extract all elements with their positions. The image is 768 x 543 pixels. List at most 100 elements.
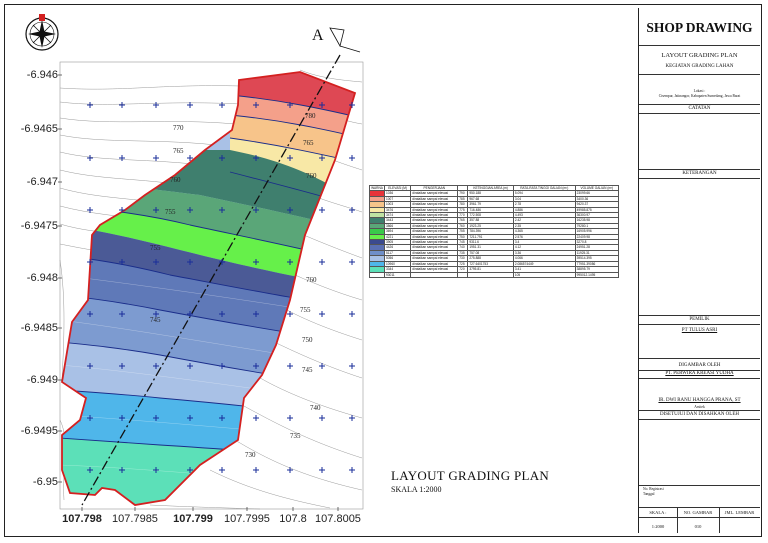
grid-cross-marker <box>119 311 125 317</box>
contour-label: 765 <box>303 139 314 147</box>
grid-cross-marker <box>187 467 193 473</box>
grid-cross-marker <box>153 415 159 421</box>
y-tick-label: -6.946 <box>26 69 58 81</box>
disetujui-heading: DISETUJUI DAN DISAHKAN OLEH <box>659 412 740 417</box>
tanggal-label: Tanggal <box>643 492 655 496</box>
y-tick-label: -6.9465 <box>20 123 58 135</box>
legend-cell-elev: 93011 <box>383 271 412 278</box>
x-tick-label: 107.7985 <box>112 513 158 525</box>
x-tick-label: 107.8 <box>279 513 307 525</box>
legend-cell-area <box>467 271 514 278</box>
grid-cross-marker <box>187 102 193 108</box>
grid-cross-marker <box>119 155 125 161</box>
grid-cross-marker <box>87 363 93 369</box>
grid-cross-marker <box>253 467 259 473</box>
contour-label: 760 <box>170 176 181 184</box>
lokasi-label: Lokasi : <box>693 89 706 93</box>
section-marker-label: A <box>312 27 324 44</box>
drawing-frame <box>4 4 762 537</box>
pemilik-heading: PEMILIK <box>689 317 710 322</box>
drafter-name: IR. DWI RANU HANGGA PRANA, ST <box>658 398 741 403</box>
grid-cross-marker <box>319 207 325 213</box>
grid-markers <box>87 102 355 473</box>
grid-cross-marker <box>219 363 225 369</box>
grid-cross-marker <box>87 259 93 265</box>
grid-cross-marker <box>187 363 193 369</box>
contour-label: 755 <box>300 306 311 314</box>
legend-header: VOLUME GALIAN (m³) <box>574 184 620 192</box>
y-tick-label: -6.9495 <box>20 425 58 437</box>
grid-cross-marker <box>219 311 225 317</box>
skala-label: SKALA : <box>649 510 667 515</box>
grid-cross-marker <box>187 415 193 421</box>
section-arrow <box>329 27 345 48</box>
site-boundary <box>61 71 357 506</box>
grid-cross-marker <box>87 467 93 473</box>
kegiatan-label: KEGIATAN GRADING LAHAN <box>665 64 734 69</box>
title-block: SHOP DRAWING LAYOUT GRADING PLAN KEGIATA… <box>638 8 760 533</box>
contour-label: 760 <box>306 276 317 284</box>
lokasi-value: Cisempur, Jatinangor, Kabupaten Sumedang… <box>658 94 741 98</box>
contour-label: 730 <box>245 451 256 459</box>
grading-legend-table: WARNA ELEVASI (M) PENGERJAAN KETINGGIAN … <box>369 184 620 278</box>
legend-color-swatch <box>369 271 385 278</box>
legend-cell-work <box>410 271 459 278</box>
grid-cross-marker <box>319 467 325 473</box>
y-tick-label: -6.947 <box>26 176 58 188</box>
grid-cross-marker <box>287 102 293 108</box>
grid-cross-marker <box>349 415 355 421</box>
grid-cross-marker <box>153 259 159 265</box>
grid-cross-marker <box>253 207 259 213</box>
grid-cross-marker <box>253 363 259 369</box>
layout-title: LAYOUT GRADING PLAN <box>391 468 550 483</box>
grid-cross-marker <box>87 415 93 421</box>
legend-header: RATA-RATA TINGGI GALIAN (m²) <box>512 184 576 192</box>
grid-cross-marker <box>219 207 225 213</box>
grid-cross-marker <box>219 467 225 473</box>
grid-cross-marker <box>219 102 225 108</box>
grid-cross-marker <box>87 155 93 161</box>
grid-cross-marker <box>187 259 193 265</box>
grid-cross-marker <box>319 311 325 317</box>
skala-value: 1:2000 <box>651 524 665 529</box>
y-tick-label: -6.948 <box>26 272 58 284</box>
grid-cross-marker <box>153 311 159 317</box>
legend-header: KETINGGIAN AREA (m) <box>467 184 514 192</box>
grid-cross-marker <box>349 259 355 265</box>
grid-cross-marker <box>153 207 159 213</box>
contour-label: 740 <box>310 404 321 412</box>
contour-label: 755 <box>165 208 176 216</box>
legend-row: 5117 dirataikan sampai elevasi 735 757.08 3.… <box>369 249 620 257</box>
jml-lembar-label: JML. LEMBAR <box>724 510 755 515</box>
y-tick-label: -6.9485 <box>20 322 58 334</box>
grid-cross-marker <box>349 207 355 213</box>
no-registrasi-label: No. Registrasi <box>643 487 664 491</box>
grid-cross-marker <box>349 311 355 317</box>
y-tick-label: -6.949 <box>26 374 58 386</box>
grid-cross-marker <box>119 467 125 473</box>
grid-cross-marker <box>319 363 325 369</box>
grid-cross-marker <box>219 155 225 161</box>
contour-labels: 770 765 760 755 780 765 760 755 750 745 … <box>150 112 321 459</box>
contour-label: 735 <box>290 432 301 440</box>
legend-cell-avg: 105 <box>512 271 576 278</box>
grid-cross-marker <box>87 102 93 108</box>
x-tick-label: 107.798 <box>62 513 102 525</box>
grid-cross-marker <box>87 311 93 317</box>
digambar-heading: DIGAMBAR OLEH <box>678 363 721 368</box>
drafter-role: Arsitek <box>694 405 705 409</box>
x-tick-label: 107.799 <box>173 513 213 525</box>
grid-cross-marker <box>119 207 125 213</box>
legend-cell-lvl <box>457 271 469 278</box>
grid-cross-marker <box>253 102 259 108</box>
section-line <box>81 54 341 506</box>
grading-map: A 770 765 760 755 780 765 760 755 750 74… <box>25 14 364 511</box>
grid-cross-marker <box>187 155 193 161</box>
layout-plan-title: LAYOUT GRADING PLAN <box>661 52 738 59</box>
firm-name: PT. PERWIRA KREASI YUDHA <box>665 371 734 376</box>
contour-label: 780 <box>305 112 316 120</box>
grid-cross-marker <box>349 155 355 161</box>
y-tick-label: -6.9475 <box>20 220 58 232</box>
grid-cross-marker <box>287 155 293 161</box>
layout-scale: SKALA 1:2000 <box>391 485 442 494</box>
